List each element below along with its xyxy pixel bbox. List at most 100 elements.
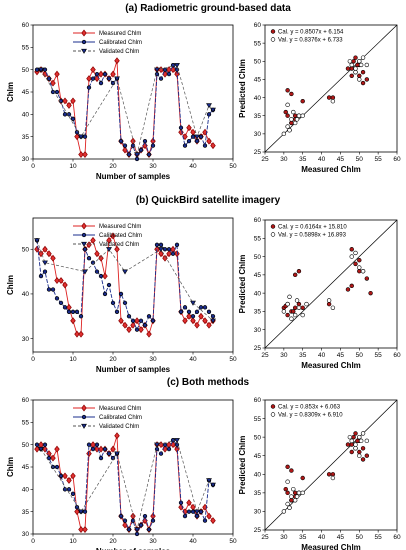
y-tick-label: 60 bbox=[22, 22, 30, 29]
data-point bbox=[206, 103, 212, 109]
cal-point bbox=[364, 453, 370, 458]
data-point bbox=[190, 317, 196, 325]
x-tick-label: 40 bbox=[189, 356, 197, 363]
data-point bbox=[110, 445, 116, 453]
cal-point bbox=[353, 55, 358, 60]
data-point bbox=[134, 327, 140, 332]
cal-point bbox=[292, 113, 298, 118]
data-point bbox=[102, 446, 108, 452]
legend-marker bbox=[81, 232, 87, 238]
data-point bbox=[198, 305, 204, 310]
legend-label: Val. y = 0.5898x + 16.893 bbox=[278, 233, 347, 239]
y-tick-label: 40 bbox=[254, 290, 262, 297]
legend-label: Validated Chlm bbox=[99, 49, 139, 55]
data-point bbox=[118, 513, 124, 519]
data-point bbox=[54, 89, 60, 95]
data-point bbox=[202, 305, 208, 310]
cal-point bbox=[330, 472, 336, 477]
val-point bbox=[358, 438, 364, 444]
cal-point bbox=[357, 73, 362, 79]
plot-frame-5 bbox=[264, 399, 398, 531]
data-point bbox=[86, 75, 92, 83]
data-point bbox=[90, 236, 96, 244]
data-point bbox=[78, 509, 84, 515]
y-tick-label: 50 bbox=[254, 58, 262, 65]
y-tick-label: 55 bbox=[254, 40, 262, 47]
data-point bbox=[90, 66, 96, 74]
data-point bbox=[38, 250, 44, 258]
x-tick-label: 20 bbox=[109, 356, 117, 363]
x-tick-label: 30 bbox=[149, 163, 157, 170]
chart-b-series: 0 10 20 30 40 50 30 40 50 Number of samples Chlm Me… bbox=[6, 217, 237, 374]
data-point bbox=[150, 518, 156, 523]
legend-marker bbox=[81, 222, 87, 230]
y-tick-label: 40 bbox=[254, 95, 262, 102]
val-point bbox=[304, 301, 309, 307]
x-tick-label: 60 bbox=[393, 156, 401, 163]
legend-label: Val. y = 0.8309x + 6.910 bbox=[278, 413, 343, 419]
val-point bbox=[357, 453, 362, 458]
title-a: (a) Radiometric ground-based data bbox=[125, 3, 291, 14]
y-tick-label: 35 bbox=[254, 490, 262, 497]
y-tick-label: 45 bbox=[254, 453, 262, 460]
data-point bbox=[118, 317, 124, 325]
data-point bbox=[134, 527, 140, 533]
data-point bbox=[42, 260, 48, 266]
cal-point bbox=[289, 498, 294, 503]
legend-marker bbox=[270, 29, 276, 34]
data-point bbox=[70, 317, 76, 325]
plots-group: 0 10 20 30 40 50 30 35 40 45 50 55 60 Number of sampl… bbox=[6, 22, 401, 550]
val-point bbox=[357, 77, 362, 82]
val-point bbox=[296, 113, 302, 118]
x-tick-label: 40 bbox=[318, 156, 326, 163]
data-point bbox=[70, 472, 76, 480]
x-axis-label: Number of samples bbox=[96, 172, 171, 181]
plot-frame-1 bbox=[264, 24, 398, 153]
val-point bbox=[353, 442, 358, 447]
y-tick-label: 50 bbox=[254, 254, 262, 261]
data-point bbox=[138, 318, 144, 323]
legend-label: Measured Chlm bbox=[99, 224, 141, 230]
val-point bbox=[347, 434, 353, 440]
data-point bbox=[98, 455, 104, 461]
data-point bbox=[166, 247, 172, 252]
data-point bbox=[54, 464, 60, 470]
cal-point bbox=[326, 472, 332, 477]
data-point bbox=[38, 273, 44, 279]
data-point bbox=[134, 317, 140, 325]
val-point bbox=[287, 505, 292, 510]
legend-marker bbox=[81, 29, 87, 37]
x-axis-label: Number of samples bbox=[96, 547, 171, 550]
legend-marker bbox=[81, 423, 87, 429]
x-tick-label: 30 bbox=[149, 538, 157, 545]
val-point bbox=[289, 494, 294, 499]
cal-point bbox=[360, 446, 366, 451]
cal-point bbox=[292, 490, 298, 496]
x-tick-label: 50 bbox=[229, 356, 237, 363]
x-tick-label: 50 bbox=[356, 156, 364, 163]
data-point bbox=[82, 247, 88, 252]
data-point bbox=[34, 445, 40, 453]
val-point bbox=[294, 117, 300, 122]
data-point bbox=[210, 318, 216, 324]
cal-point bbox=[283, 109, 288, 115]
data-point bbox=[190, 300, 196, 306]
data-point bbox=[90, 76, 96, 81]
data-point bbox=[94, 442, 100, 447]
reference-line-1-1 bbox=[264, 219, 398, 349]
data-point bbox=[50, 454, 56, 462]
data-point bbox=[106, 451, 112, 456]
val-point bbox=[291, 486, 296, 492]
data-point bbox=[86, 85, 92, 90]
val-point bbox=[289, 316, 294, 321]
cal-point bbox=[292, 272, 298, 278]
data-point bbox=[98, 80, 104, 86]
data-point bbox=[170, 438, 176, 443]
data-point bbox=[50, 254, 56, 262]
chart-a-series: 0 10 20 30 40 50 30 35 40 45 50 55 60 Number of sampl… bbox=[6, 22, 237, 181]
x-tick-label: 25 bbox=[261, 534, 269, 541]
y-tick-label: 45 bbox=[254, 77, 262, 84]
val-point bbox=[347, 59, 353, 64]
data-point bbox=[158, 441, 164, 449]
